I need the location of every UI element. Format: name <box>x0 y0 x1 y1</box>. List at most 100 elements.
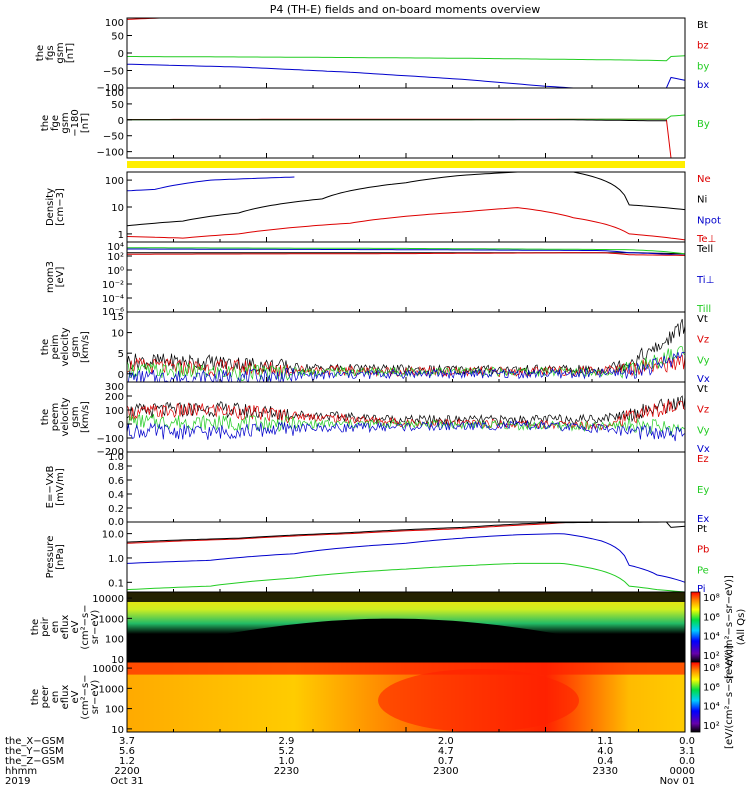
vpeim-series-Vy <box>126 346 686 381</box>
orbit-value: 5.6 <box>119 746 135 757</box>
vpeem-ylabel-line: the <box>40 409 51 425</box>
pressure-series-Pb <box>126 521 574 544</box>
fgs-legend-item: by <box>697 61 709 72</box>
peir-colorbar-tick: 10⁸ <box>703 593 720 604</box>
fge-series-black <box>127 119 667 122</box>
fgs-ylabel-line: fgs <box>45 45 56 60</box>
orbit-value: 4.0 <box>597 746 613 757</box>
peir-ylabel-line: eflux <box>60 615 71 640</box>
vpeim-ytick-label: 10 <box>111 329 124 340</box>
temp-ylabel-line: [eV] <box>55 267 66 288</box>
pressure-ytick-label: 10.0 <box>102 530 124 541</box>
panel-density: 100 10 1 Density [cm−3] Ne Ni Npot Te⊥ <box>45 171 721 245</box>
vpeem-ytick-label: −100 <box>97 434 124 445</box>
orbit-value: 2200 <box>114 766 139 777</box>
panel-vpeim: 15 10 5 0 the peim velocity gsm [km/s] Vt Vz Vy Vx <box>40 311 710 385</box>
orbit-value: 0.7 <box>438 756 454 767</box>
vpeem-series-Vx <box>126 419 686 442</box>
efield-ytick-label: 0.4 <box>108 490 124 501</box>
fge-frame <box>126 87 686 159</box>
orbit-value: 1.2 <box>119 756 135 767</box>
peer-ytick-label: 10000 <box>92 664 124 675</box>
fgs-ytick-label: −50 <box>103 67 124 78</box>
temp-legend-item: Till <box>696 304 711 315</box>
fge-legend-item: By <box>697 119 710 130</box>
panel-fgs: 100 50 0 −50 −100 the fgs gsm [nT] Bt bz by bx <box>35 17 709 94</box>
peir-ytick-label: 1000 <box>99 614 124 625</box>
temp-series-red <box>127 252 685 256</box>
temp-series-blue <box>127 248 686 256</box>
vpeem-ylabel-line: peem <box>50 403 61 431</box>
vpeim-ytick-label: 5 <box>118 349 124 360</box>
density-series-Ne <box>126 207 686 241</box>
temp-ytick-label: 10² <box>107 252 124 263</box>
density-ytick-label: 10 <box>111 203 124 214</box>
efield-ytick-label: 0.8 <box>108 462 124 473</box>
orbit-value: 0000 <box>670 766 695 777</box>
peir-ylabel-line: (cm²−s− <box>80 604 91 649</box>
pressure-ylabel-line: [nPa] <box>55 544 66 570</box>
orbit-value: 2300 <box>433 766 458 777</box>
pressure-legend-item: Pt <box>697 524 707 535</box>
temp-ytick-label: 10⁻⁶ <box>102 307 124 318</box>
peer-colorbar-tick: 10⁸ <box>703 663 720 674</box>
orbit-value: 0.0 <box>679 736 695 747</box>
vpeem-ytick-label: −200 <box>97 447 124 458</box>
orbit-value: 2330 <box>593 766 618 777</box>
density-legend-item: Ni <box>697 195 707 206</box>
vpeem-legend-item: Vy <box>697 425 710 436</box>
pressure-series-Pi <box>126 533 686 583</box>
peir-ylabel-line: peir <box>40 616 51 636</box>
orbit-value: 1.0 <box>278 756 294 767</box>
fge-ylabel-line: fge <box>50 115 61 131</box>
peer-colorbar-label: [eV/(cm²−s−sr−eV)] <box>724 645 735 749</box>
panel-pressure: 10.0 1.0 0.1 Pressure [nPa] Pt Pb Pe Pi <box>45 521 709 595</box>
peir-low-energy-region <box>127 618 685 662</box>
vpeem-ytick-label: 200 <box>105 392 124 403</box>
plot-title: P4 (TH-E) fields and on-board moments ov… <box>270 3 541 16</box>
temp-legend-item: Ti⊥ <box>696 275 714 286</box>
vpeim-ytick-label: 15 <box>111 312 124 323</box>
fge-ytick-label: 50 <box>111 100 124 111</box>
density-legend-item: Ne <box>697 174 711 185</box>
peir-ytick-label: 10 <box>111 655 124 666</box>
fge-ylabel-line: −180 <box>70 109 81 136</box>
vpeim-ylabel-line: the <box>40 339 51 355</box>
peir-colorbar-tick: 10² <box>703 651 720 662</box>
peer-ytick-label: 100 <box>105 705 124 716</box>
peer-ytick-label: 10 <box>111 725 124 736</box>
panel-peir: 10⁸ 10⁶ 10⁴ 10² [eV/(cm²−s−sr−eV)] (All Qs) 10… <box>30 575 747 679</box>
density-ylabel-line: [cm−3] <box>55 188 66 226</box>
vpeim-ylabel-line: velocity <box>60 327 71 366</box>
temp-series-green <box>127 247 686 255</box>
orbit-value: 1.1 <box>597 736 613 747</box>
peir-colorbar-tick: 10⁴ <box>703 632 720 643</box>
efield-legend-item: Ex <box>697 514 709 525</box>
vpeim-legend-item: Vt <box>697 314 708 325</box>
temp-ytick-label: 10⁴ <box>107 242 124 253</box>
vpeem-ytick-label: 100 <box>105 406 124 417</box>
peer-high-flux-band <box>127 662 685 675</box>
vpeem-ytick-label: 0 <box>118 420 124 431</box>
fgs-ytick-label: −100 <box>97 83 124 94</box>
fgs-ylabel-line: the <box>35 45 46 61</box>
orbit-value: 2.9 <box>278 736 294 747</box>
orbit-value: 3.7 <box>119 736 135 747</box>
orbit-value: 0.0 <box>679 756 695 767</box>
panel-efield: 1.00.8 0.6 0.4 0.2 0.0 E=−VxB [mV/m] Ez Ey Ex <box>45 451 709 528</box>
orbit-row-label: the_Z−GSM <box>5 756 64 767</box>
orbit-value: 3.1 <box>679 746 695 757</box>
orbit-value: Oct 31 <box>110 776 143 787</box>
pressure-series-Pt <box>126 521 686 543</box>
peer-colorbar <box>690 661 701 733</box>
orbit-value: 2230 <box>274 766 299 777</box>
pressure-legend-item: Pe <box>697 565 709 576</box>
efield-ytick-label: 1.0 <box>108 452 124 463</box>
fge-ytick-label: −100 <box>97 148 124 159</box>
fgs-frame <box>126 17 686 89</box>
peer-colorbar-tick: 10⁶ <box>703 682 720 693</box>
temp-ytick-label: 10⁻⁴ <box>102 294 124 305</box>
vpeim-ylabel-line: peim <box>50 334 61 359</box>
